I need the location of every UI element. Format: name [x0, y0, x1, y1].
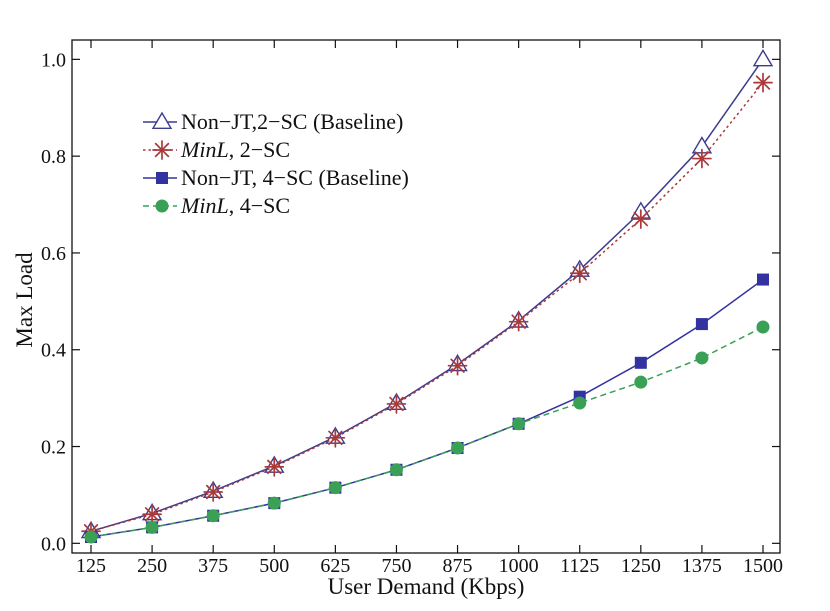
circle-marker	[145, 520, 159, 534]
series-line	[90, 326, 764, 538]
asterisk-marker	[325, 427, 346, 448]
triangle-marker	[151, 111, 173, 130]
square-marker	[695, 318, 708, 331]
series-3	[85, 273, 769, 544]
asterisk-marker	[264, 457, 285, 477]
circle-marker	[267, 496, 281, 510]
series-2	[81, 72, 773, 542]
x-tick-label: 375	[198, 555, 228, 577]
legend-entry-2: MinL, 2−SC	[143, 137, 290, 162]
series-layer	[80, 48, 774, 544]
y-tick-label: 0.2	[41, 437, 66, 459]
asterisk-marker	[630, 209, 651, 229]
series-line	[90, 58, 764, 532]
asterisk-marker	[692, 148, 712, 169]
asterisk-stroke	[633, 211, 649, 227]
axis-ticks: 125 250 375 500 625 750 875 1000 1125 1250 1375 150…	[41, 40, 783, 577]
legend-label-part: , 2−SC	[229, 137, 290, 162]
legend-label-italic: MinL	[180, 193, 229, 218]
circle-marker	[512, 417, 526, 431]
x-tick-label: 250	[137, 555, 167, 577]
x-tick-label: 1375	[682, 555, 722, 577]
asterisk-stroke	[205, 484, 221, 500]
y-tick-label: 0.6	[41, 243, 66, 265]
series-1	[80, 48, 774, 539]
x-tick-label: 750	[381, 555, 411, 577]
x-tick-label: 500	[259, 555, 289, 577]
x-tick-label: 1250	[621, 555, 661, 577]
x-tick-label: 875	[443, 555, 473, 577]
legend-label: MinL, 2−SC	[180, 137, 290, 162]
circle-marker	[634, 375, 648, 389]
legend-label-part: Non−JT,2−SC (Baseline)	[181, 109, 403, 134]
y-tick-label: 0.8	[41, 146, 66, 168]
square-marker	[634, 356, 647, 369]
circle-marker	[155, 199, 169, 213]
asterisk-marker	[447, 355, 468, 376]
asterisk-marker	[386, 394, 407, 414]
legend-label-part: Non−JT, 4−SC (Baseline)	[181, 165, 409, 190]
asterisk-marker	[508, 311, 529, 332]
x-tick-label: 625	[320, 555, 350, 577]
circle-marker	[328, 481, 342, 495]
legend-entry-1: Non−JT,2−SC (Baseline)	[143, 109, 403, 134]
legend-entry-3: Non−JT, 4−SC (Baseline)	[143, 165, 409, 190]
circle-marker	[756, 320, 770, 334]
circle-marker	[695, 351, 709, 365]
legend-label: Non−JT,2−SC (Baseline)	[181, 109, 403, 134]
asterisk-stroke	[450, 358, 465, 373]
x-tick-label: 1000	[499, 555, 539, 577]
asterisk-marker	[152, 140, 172, 160]
legend-label: Non−JT, 4−SC (Baseline)	[181, 165, 409, 190]
legend-entry-4: MinL, 4−SC	[143, 193, 290, 218]
triangle-marker	[752, 48, 774, 67]
legend: Non−JT,2−SC (Baseline)MinL, 2−SCNon−JT, …	[143, 109, 409, 218]
asterisk-stroke	[511, 314, 526, 329]
asterisk-stroke	[755, 75, 771, 90]
circle-marker	[573, 396, 587, 410]
y-tick-label: 1.0	[41, 49, 66, 71]
series-4	[84, 320, 770, 544]
circle-marker	[389, 463, 403, 477]
circle-marker	[206, 509, 220, 523]
legend-label: MinL, 4−SC	[180, 193, 290, 218]
asterisk-marker	[569, 263, 590, 284]
x-tick-label: 1500	[743, 555, 783, 577]
circle-marker	[451, 441, 465, 455]
y-tick-label: 0.0	[41, 533, 66, 555]
asterisk-stroke	[389, 396, 404, 412]
series-line	[90, 82, 764, 532]
y-tick-label: 0.4	[41, 340, 66, 362]
y-axis-label: Max Load	[12, 252, 37, 348]
asterisk-stroke	[572, 266, 587, 281]
asterisk-stroke	[267, 459, 282, 475]
legend-label-part: , 4−SC	[229, 193, 290, 218]
plot-frame	[71, 39, 781, 554]
x-tick-label: 125	[76, 555, 106, 577]
legend-label-italic: MinL	[180, 137, 229, 162]
asterisk-marker	[142, 504, 162, 525]
square-marker	[156, 172, 168, 184]
asterisk-stroke	[328, 430, 343, 446]
asterisk-stroke	[694, 151, 710, 166]
x-tick-label: 1125	[560, 555, 599, 577]
asterisk-stroke	[154, 142, 170, 158]
asterisk-stroke	[144, 507, 160, 522]
x-axis-label: User Demand (Kbps)	[328, 574, 525, 599]
asterisk-marker	[203, 482, 224, 502]
circle-marker	[84, 530, 98, 544]
asterisk-marker	[753, 72, 773, 93]
square-marker	[757, 273, 769, 286]
